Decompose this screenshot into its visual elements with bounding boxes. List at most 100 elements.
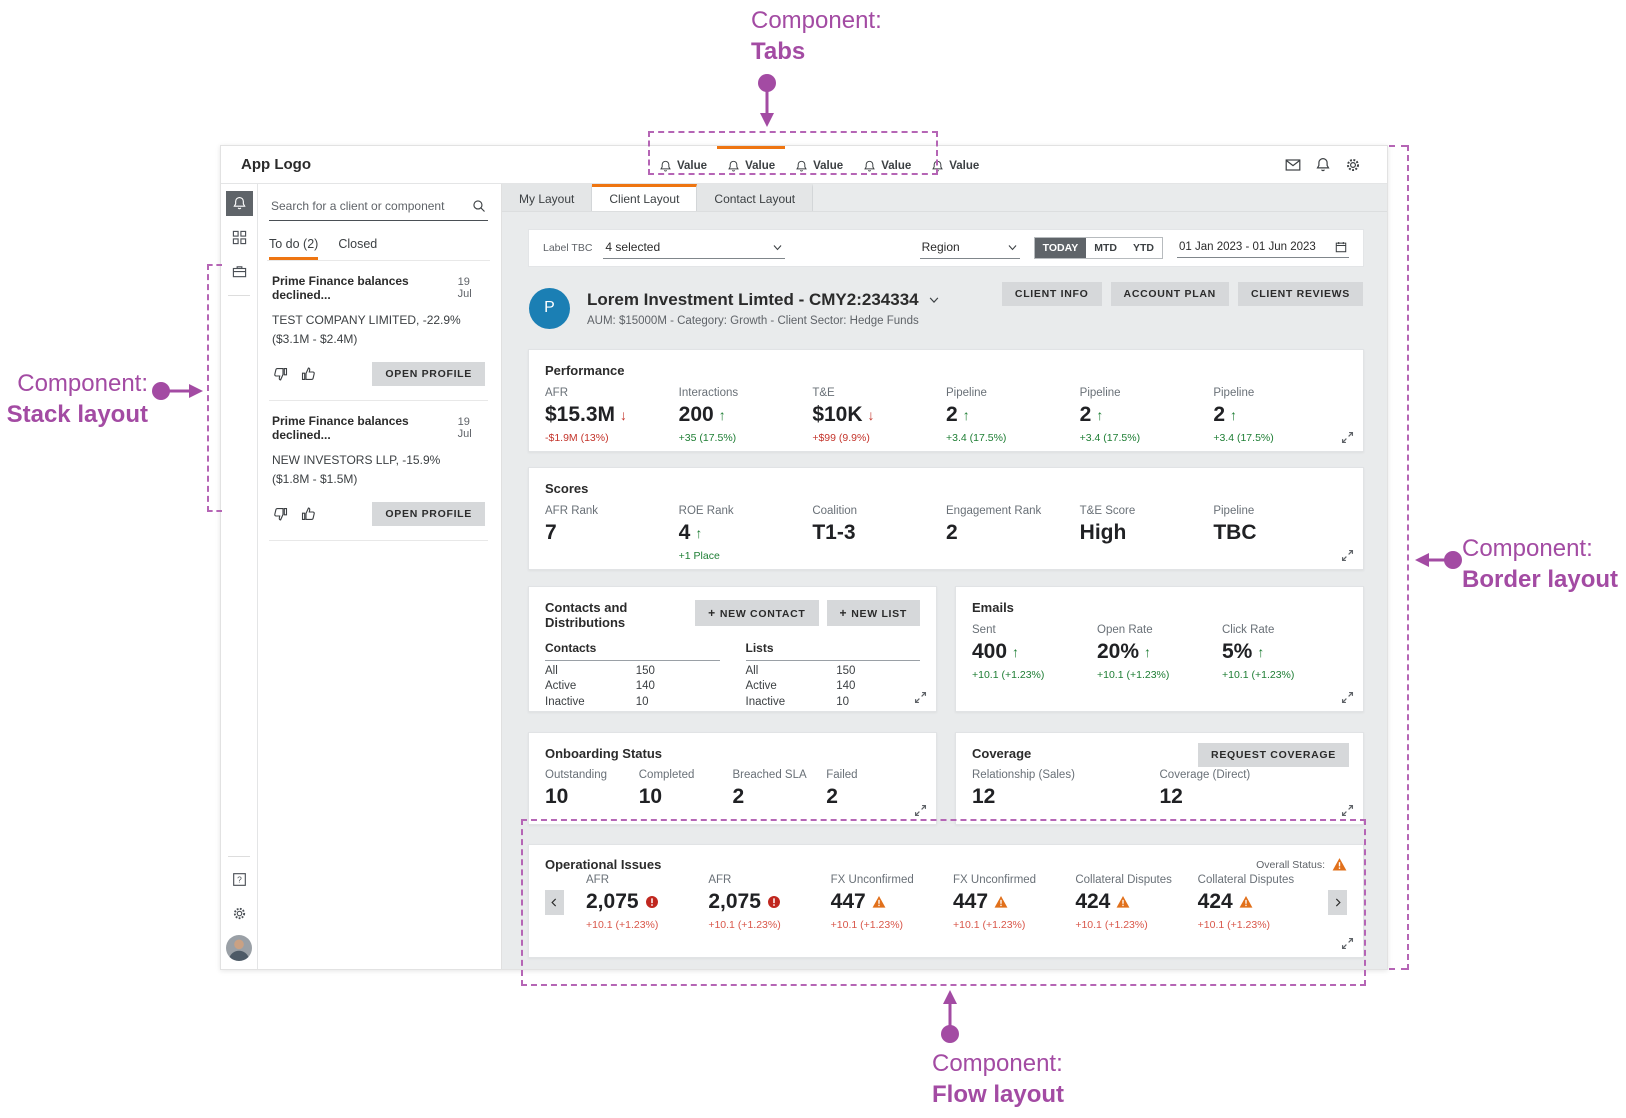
search-input[interactable] <box>271 199 472 213</box>
performance-card: Performance AFR $15.3M ↓ -$1.9M (13%) Int… <box>528 349 1364 452</box>
main-area: My Layout Client Layout Contact Layout L… <box>502 184 1387 969</box>
rail-help-button[interactable] <box>226 867 253 892</box>
tab-todo[interactable]: To do (2) <box>269 237 319 260</box>
client-reviews-button[interactable]: CLIENT REVIEWS <box>1237 282 1363 306</box>
app-logo: App Logo <box>241 156 311 173</box>
gear-icon[interactable] <box>1345 157 1361 173</box>
notification-date: 19 Jul <box>457 416 472 441</box>
coverage-card: Coverage REQUEST COVERAGE Relationship (… <box>955 732 1364 825</box>
error-icon <box>767 895 781 909</box>
thumbs-up-icon[interactable] <box>301 506 317 522</box>
error-icon <box>645 895 659 909</box>
notification-card: Prime Finance balances declined... 19 Ju… <box>269 261 488 402</box>
expand-icon[interactable] <box>914 804 927 817</box>
grid-icon <box>232 230 247 245</box>
value-tab-1[interactable]: Value <box>649 146 717 183</box>
rail-portfolio-button[interactable] <box>226 259 253 284</box>
thumbs-up-icon[interactable] <box>301 366 317 382</box>
layout-tabs: My Layout Client Layout Contact Layout <box>502 184 1387 212</box>
tab-my-layout[interactable]: My Layout <box>502 184 593 211</box>
chevron-right-icon <box>1332 897 1343 908</box>
thumbs-down-icon[interactable] <box>272 506 288 522</box>
scroll-right-button[interactable] <box>1328 890 1347 915</box>
annotation-flow-layout: Component: Flow layout <box>932 1050 1064 1108</box>
bell-icon <box>931 160 944 173</box>
bell-icon <box>232 196 247 211</box>
annotation-stack-layout: Component: Stack layout <box>6 370 148 428</box>
segment-today[interactable]: TODAY <box>1034 238 1087 258</box>
metric-pipeline: Pipeline 2 ↑ +3.4 (17.5%) <box>1213 387 1274 444</box>
onboarding-status-card: Onboarding Status Outstanding 10 Complet… <box>528 732 937 825</box>
warning-icon <box>1116 895 1130 909</box>
metric-failed: Failed 2 <box>826 769 858 808</box>
app-header: App Logo Value Value Value Value <box>221 146 1387 184</box>
warning-icon <box>872 895 886 909</box>
mail-icon[interactable] <box>1285 157 1301 173</box>
rail-notifications-button[interactable] <box>225 191 253 216</box>
expand-icon[interactable] <box>1341 431 1354 444</box>
segment-ytd[interactable]: YTD <box>1133 242 1154 254</box>
annotation-arrow-left <box>1413 549 1463 571</box>
help-icon <box>232 872 247 887</box>
date-range-picker[interactable]: 01 Jan 2023 - 01 Jun 2023 <box>1177 238 1349 258</box>
value-tab-3[interactable]: Value <box>785 146 853 183</box>
thumbs-down-icon[interactable] <box>272 366 288 382</box>
metric-pipeline-score: Pipeline TBC <box>1213 505 1257 544</box>
up-arrow-icon: ↑ <box>695 525 703 541</box>
notification-body: TEST COMPANY LIMITED, -22.9% ($3.1M - $2… <box>272 313 461 346</box>
chevron-down-icon[interactable] <box>928 294 940 306</box>
open-profile-button[interactable]: OPEN PROFILE <box>372 502 485 527</box>
metric-afr-rank: AFR Rank 7 <box>545 505 599 544</box>
account-plan-button[interactable]: ACCOUNT PLAN <box>1110 282 1229 306</box>
annotation-tabs: Component: Tabs <box>751 7 882 65</box>
request-coverage-button[interactable]: REQUEST COVERAGE <box>1198 743 1349 767</box>
table-row: All 150 <box>545 664 655 677</box>
rail-settings-button[interactable] <box>226 901 253 926</box>
value-tab-4[interactable]: Value <box>853 146 921 183</box>
tab-contact-layout[interactable]: Contact Layout <box>697 184 814 211</box>
up-arrow-icon: ↑ <box>1096 407 1104 423</box>
metric-relationship-sales: Relationship (Sales) 12 <box>972 769 1075 808</box>
warning-icon <box>994 895 1008 909</box>
metric-open-rate: Open Rate 20% ↑ +10.1 (+1.23%) <box>1097 624 1170 681</box>
metric-fx-unconfirmed: FX Unconfirmed 447 +10.1 (+1.23%) <box>830 874 914 931</box>
calendar-icon <box>1335 241 1347 253</box>
scroll-left-button[interactable] <box>545 890 564 915</box>
tab-closed[interactable]: Closed <box>338 237 378 251</box>
metric-te-score: T&E Score High <box>1079 505 1136 544</box>
rail-dashboard-button[interactable] <box>226 225 253 250</box>
region-dropdown[interactable]: Region <box>919 237 1020 259</box>
client-search[interactable] <box>269 194 488 221</box>
annotation-border-outline <box>1407 145 1409 970</box>
user-avatar[interactable] <box>226 935 252 961</box>
segment-mtd[interactable]: MTD <box>1094 242 1117 254</box>
annotation-arrow-right <box>151 380 205 402</box>
bell-icon[interactable] <box>1315 157 1331 173</box>
contacts-distributions-card: Contacts and Distributions + NEW CONTACT … <box>528 586 937 712</box>
sidebar-tabs: To do (2) Closed <box>269 237 488 260</box>
tab-client-layout[interactable]: Client Layout <box>592 184 698 211</box>
expand-icon[interactable] <box>914 691 927 704</box>
client-info-button[interactable]: CLIENT INFO <box>1001 282 1102 306</box>
notification-title: Prime Finance balances declined... <box>272 274 409 302</box>
header-value-tabs: Value Value Value Value Value <box>649 146 989 183</box>
open-profile-button[interactable]: OPEN PROFILE <box>372 362 485 387</box>
metric-te: T&E $10K ↓ +$99 (9.9%) <box>812 387 875 444</box>
value-tab-2-active[interactable]: Value <box>717 146 786 183</box>
bell-icon <box>659 160 672 173</box>
value-tab-5[interactable]: Value <box>921 146 989 183</box>
expand-icon[interactable] <box>1341 804 1354 817</box>
expand-icon[interactable] <box>1341 549 1354 562</box>
annotation-arrow-down <box>756 73 778 129</box>
new-list-button[interactable]: + NEW LIST <box>826 600 920 626</box>
expand-icon[interactable] <box>1341 691 1354 704</box>
metric-afr: AFR $15.3M ↓ -$1.9M (13%) <box>545 387 628 444</box>
warning-icon <box>1239 895 1253 909</box>
expand-icon[interactable] <box>1341 937 1354 950</box>
client-title: Lorem Investment Limted - CMY2:234334 <box>587 289 919 309</box>
bell-icon <box>863 160 876 173</box>
contacts-table: Contacts All 150 Active 140 Inactive 10 <box>545 641 720 708</box>
card-title: Performance <box>545 363 625 378</box>
multiselect-dropdown[interactable]: 4 selected <box>603 237 786 259</box>
new-contact-button[interactable]: + NEW CONTACT <box>695 600 819 626</box>
